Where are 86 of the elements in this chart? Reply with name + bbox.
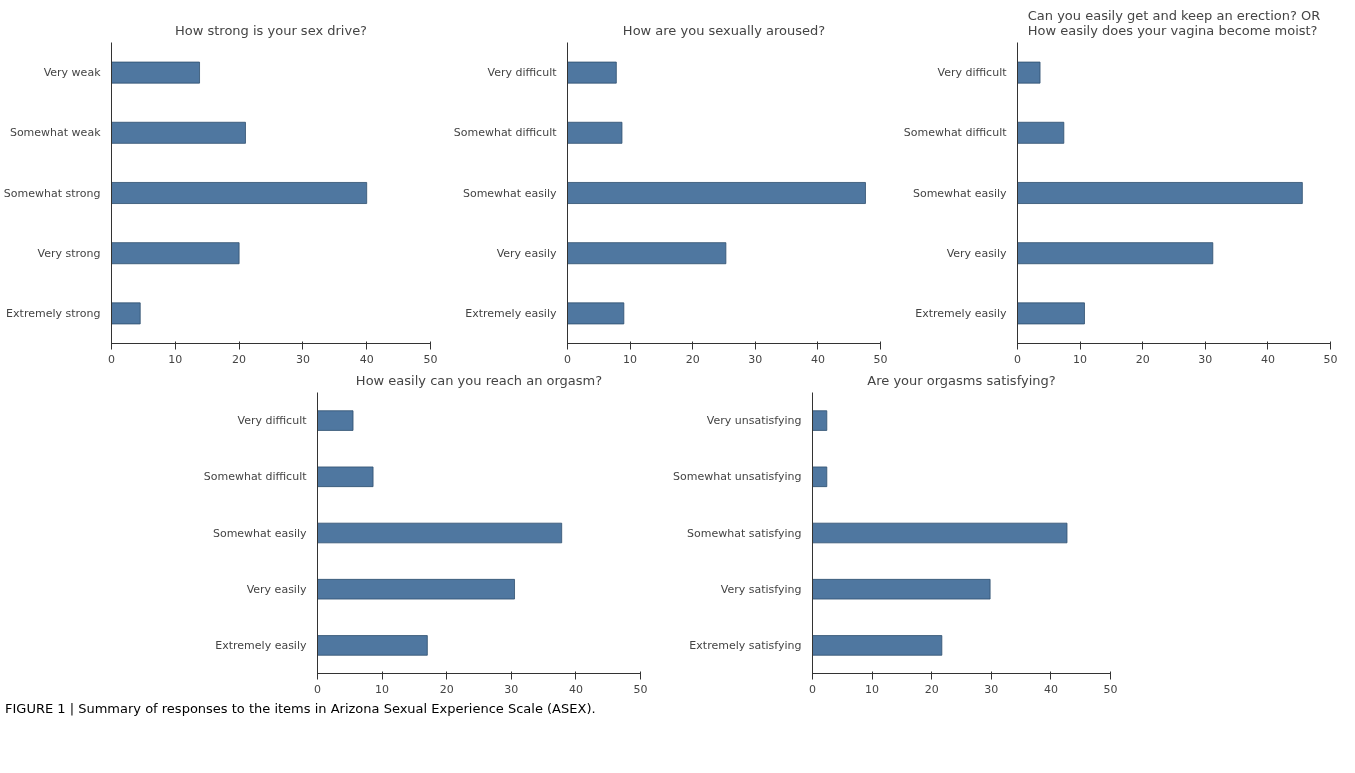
y-tick-label: Very satisfying: [720, 582, 802, 596]
y-tick-label: Extremely easily: [915, 306, 1007, 320]
y-tick-label: Very unsatisfying: [706, 414, 802, 428]
x-tick-label: 0: [314, 682, 321, 696]
x-tick-label: 30: [504, 682, 519, 696]
bar: [111, 242, 240, 265]
y-tick-label: Extremely easily: [465, 306, 557, 320]
y-tick-label: Somewhat difficult: [203, 470, 308, 484]
y-tick-label: Somewhat strong: [3, 186, 101, 200]
bar: [1017, 182, 1303, 204]
bar: [111, 182, 368, 204]
y-tick-label: Somewhat weak: [9, 126, 102, 140]
bar: [812, 466, 828, 488]
bar: [111, 61, 200, 84]
chart-title: Are your orgasms satisfying?: [867, 372, 1056, 388]
y-tick-label: Very difficult: [487, 66, 558, 80]
x-tick-label: 30: [1198, 352, 1213, 366]
y-tick-label: Very easily: [246, 582, 307, 596]
y-tick-label: Extremely satisfying: [689, 638, 802, 652]
caption: FIGURE 1 | Summary of responses to the items in Arizona Sexual Experience Scale (ASEX).: [5, 700, 596, 718]
y-tick-label: Very weak: [43, 66, 102, 80]
chart-title: Can you easily get and keep an erection? OR How easily does your vagina become moist?: [1027, 7, 1321, 38]
x-tick-label: 10: [623, 352, 638, 366]
x-tick-label: 20: [924, 682, 939, 696]
y-tick-label: Very difficult: [937, 66, 1008, 80]
x-tick-label: 30: [748, 352, 763, 366]
bar: [111, 121, 246, 144]
bar: [1017, 61, 1041, 84]
x-tick-label: 10: [375, 682, 390, 696]
y-tick-label: Extremely easily: [215, 638, 307, 652]
x-tick-label: 40: [1043, 682, 1058, 696]
x-tick-label: 20: [685, 352, 700, 366]
y-tick-label: Somewhat easily: [462, 186, 557, 200]
x-tick-label: 40: [568, 682, 583, 696]
y-tick-label: Somewhat easily: [212, 526, 307, 540]
bar: [812, 635, 943, 656]
bar: [567, 182, 866, 204]
bar: [317, 522, 563, 544]
x-tick-label: 30: [295, 352, 310, 366]
x-tick-label: 30: [984, 682, 999, 696]
y-tick-label: Very easily: [946, 246, 1007, 260]
bar: [567, 61, 617, 84]
y-tick-label: Somewhat difficult: [453, 126, 558, 140]
x-tick-label: 20: [232, 352, 247, 366]
x-tick-label: 50: [1103, 682, 1118, 696]
x-tick-label: 50: [873, 352, 888, 366]
x-tick-label: 10: [865, 682, 880, 696]
bar: [567, 302, 625, 325]
x-tick-label: 0: [564, 352, 571, 366]
bar: [1017, 121, 1065, 144]
chart-title: How are you sexually aroused?: [622, 22, 826, 38]
bar: [111, 302, 141, 325]
x-tick-label: 10: [1073, 352, 1088, 366]
bar: [567, 121, 623, 144]
chart-title: How easily can you reach an orgasm?: [355, 372, 603, 388]
bar: [812, 578, 991, 600]
chart-title: How strong is your sex drive?: [174, 22, 368, 38]
x-tick-label: 40: [810, 352, 825, 366]
bar: [317, 410, 354, 431]
x-tick-label: 0: [1014, 352, 1021, 366]
x-tick-label: 40: [1260, 352, 1275, 366]
x-tick-label: 50: [423, 352, 438, 366]
y-tick-label: Very easily: [496, 246, 557, 260]
y-tick-label: Somewhat difficult: [903, 126, 1008, 140]
x-tick-label: 20: [439, 682, 454, 696]
x-tick-label: 10: [168, 352, 183, 366]
x-tick-label: 0: [108, 352, 115, 366]
bar: [317, 466, 374, 488]
x-tick-label: 20: [1135, 352, 1150, 366]
y-tick-label: Somewhat unsatisfying: [673, 470, 802, 484]
y-tick-label: Somewhat easily: [912, 186, 1007, 200]
y-tick-label: Extremely strong: [6, 306, 101, 320]
y-tick-label: Very strong: [37, 246, 101, 260]
x-tick-label: 0: [809, 682, 816, 696]
y-tick-label: Very difficult: [237, 414, 308, 428]
y-tick-label: Somewhat satisfying: [687, 526, 802, 540]
x-tick-label: 50: [633, 682, 648, 696]
bar: [567, 242, 727, 265]
bar: [812, 410, 828, 431]
x-tick-label: 50: [1323, 352, 1338, 366]
bar: [317, 578, 515, 600]
x-tick-label: 40: [359, 352, 374, 366]
bar: [317, 635, 428, 656]
bar: [812, 522, 1068, 544]
bar: [1017, 302, 1085, 325]
bar: [1017, 242, 1214, 265]
